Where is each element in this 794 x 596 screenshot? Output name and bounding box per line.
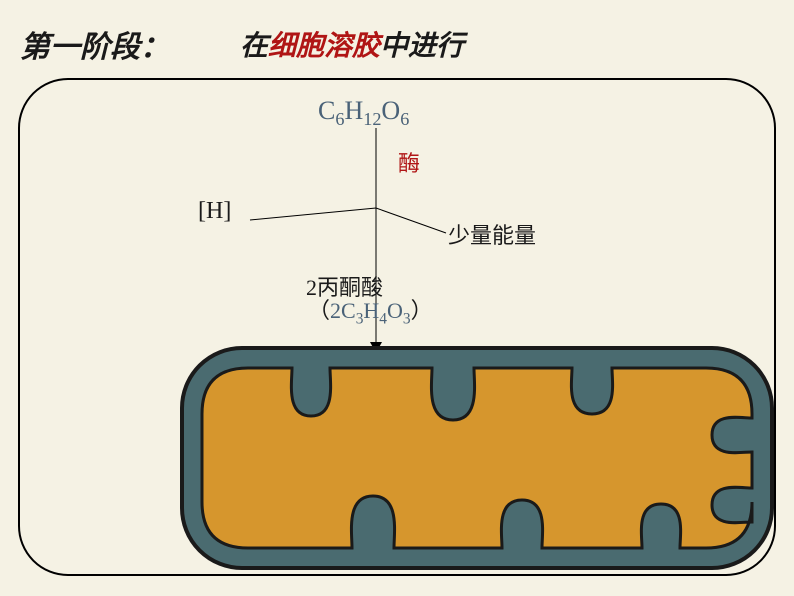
location-text: 在细胞溶胶中进行 xyxy=(240,24,464,64)
enzyme-label: 酶 xyxy=(398,146,420,178)
glucose-formula: C6H12O6 xyxy=(318,96,409,130)
location-suffix: 中进行 xyxy=(380,31,464,62)
energy-label: 少量能量 xyxy=(448,218,536,250)
pyruvate-formula: （2C3H4O3） xyxy=(308,293,433,328)
reaction-diagram: C6H12O6 酶 [H] 少量能量 2丙酮酸 （2C3H4O3） xyxy=(18,78,776,358)
h-product-label: [H] xyxy=(198,198,231,225)
mitochondrion-svg xyxy=(178,344,776,572)
mitochondrion xyxy=(178,344,776,572)
stage-label: 第一阶段： xyxy=(20,22,170,66)
location-highlight: 细胞溶胶 xyxy=(268,31,380,62)
location-prefix: 在 xyxy=(240,31,268,62)
